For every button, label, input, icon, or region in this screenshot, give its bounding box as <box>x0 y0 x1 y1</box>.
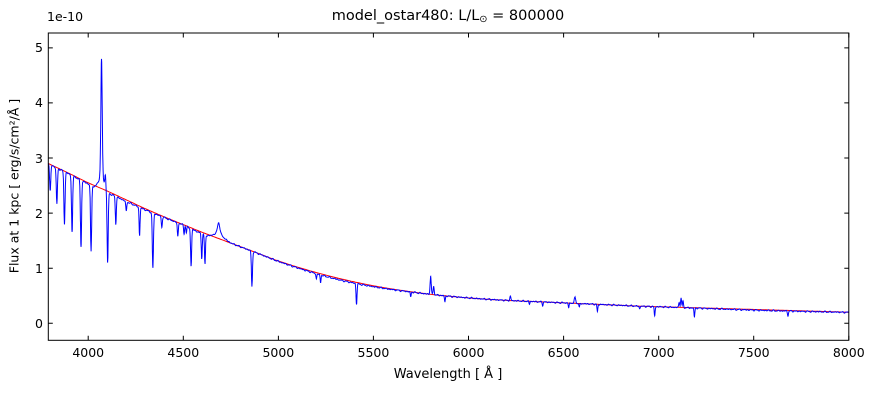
chart-title: model_ostar480: L/L⊙ = 800000 <box>332 8 565 25</box>
spectrum-line <box>47 58 850 318</box>
x-tick-label: 8000 <box>832 345 865 360</box>
axis-tick-marks <box>48 33 850 341</box>
chart-title-text: model_ostar480: L/L <box>331 8 480 24</box>
y-tick-label: 5 <box>35 40 43 56</box>
y-tick-label: 3 <box>35 150 43 166</box>
x-tick-label: 7000 <box>642 345 675 360</box>
x-tick-label: 6000 <box>452 345 485 360</box>
y-axis-offset-label: 1e-10 <box>47 9 84 24</box>
x-tick-label: 7500 <box>737 345 770 360</box>
x-axis-label: Wavelength [ Å ] <box>393 367 503 382</box>
y-tick-label: 0 <box>35 315 43 331</box>
y-axis-label: Flux at 1 kpc [ erg/s/cm²/Å ] <box>6 98 22 274</box>
y-tick-label: 4 <box>35 95 43 111</box>
x-tick-label: 4000 <box>72 345 105 360</box>
x-tick-label: 5500 <box>357 345 390 360</box>
x-tick-label: 6500 <box>547 345 580 360</box>
y-tick-label: 2 <box>35 205 43 221</box>
y-tick-label: 1 <box>35 260 43 276</box>
x-tick-label: 5000 <box>262 345 295 360</box>
plot-frame <box>47 32 850 341</box>
sun-subscript-symbol: ⊙ <box>479 13 488 25</box>
chart-title-value: = 800000 <box>487 8 565 24</box>
x-tick-label: 4500 <box>167 345 200 360</box>
continuum-line <box>48 163 849 313</box>
